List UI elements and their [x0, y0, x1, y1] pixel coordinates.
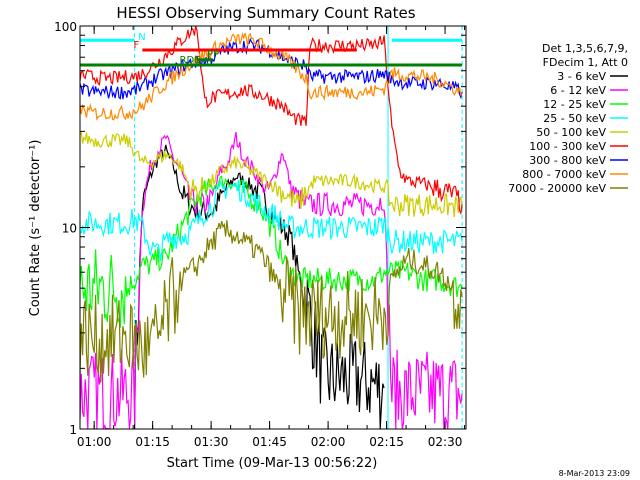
legend-label-7: 800 - 7000 keV [522, 168, 606, 181]
footer-date: 8-Mar-2013 23:09 [559, 469, 630, 478]
y-tick-label-1: 10 [62, 222, 77, 236]
x-tick-label-4: 02:00 [311, 435, 346, 449]
legend-header-line-1: Det 1,3,5,6,7,9, [542, 42, 628, 55]
legend-label-1: 6 - 12 keV [550, 84, 606, 97]
series-line-5 [79, 25, 463, 216]
series-line-8 [79, 220, 463, 383]
y-tick-label-0: 1 [69, 423, 77, 437]
x-tick-label-2: 01:30 [194, 435, 229, 449]
y-tick-label-2: 100 [54, 20, 77, 34]
x-tick-label-0: 01:00 [77, 435, 112, 449]
x-tick-label-1: 01:15 [135, 435, 170, 449]
legend-label-5: 100 - 300 keV [529, 140, 606, 153]
x-tick-label-3: 01:45 [252, 435, 287, 449]
series-line-4 [79, 130, 463, 217]
legend-label-8: 7000 - 20000 keV [508, 182, 606, 195]
series-line-3 [79, 179, 463, 262]
series-line-7 [79, 32, 463, 121]
series-line-2 [79, 175, 463, 328]
legend: Det 1,3,5,6,7,9, FDecim 1, Att 0 3 - 6 k… [508, 42, 628, 195]
legend-label-6: 300 - 800 keV [529, 154, 606, 167]
flag-label-0: N [138, 32, 145, 43]
chart-title: HESSI Observing Summary Count Rates [116, 4, 415, 22]
legend-label-4: 50 - 100 keV [536, 126, 606, 139]
flag-label-2: RDE [180, 55, 201, 66]
legend-label-0: 3 - 6 keV [557, 70, 606, 83]
x-axis-label: Start Time (09-Mar-13 00:56:22) [167, 456, 378, 471]
x-axis: 01:00 01:15 01:30 01:45 02:00 02:15 02:30 [77, 26, 466, 449]
x-tick-label-6: 02:30 [428, 435, 463, 449]
y-axis: 1 10 100 [54, 20, 466, 437]
x-tick-label-5: 02:15 [369, 435, 404, 449]
series-line-1 [79, 131, 463, 430]
legend-header-line-2: FDecim 1, Att 0 [543, 56, 628, 69]
series-line-6 [79, 37, 463, 100]
legend-label-3: 25 - 50 keV [543, 112, 606, 125]
y-axis-label: Count Rate (s⁻¹ detector⁻¹) [28, 140, 43, 317]
flag-label-3: PP [207, 50, 219, 61]
flag-label-1: F [134, 40, 140, 51]
legend-label-2: 12 - 25 keV [543, 98, 606, 111]
plot-area: NF RDE PP [79, 25, 463, 430]
series-line-0 [134, 144, 385, 430]
